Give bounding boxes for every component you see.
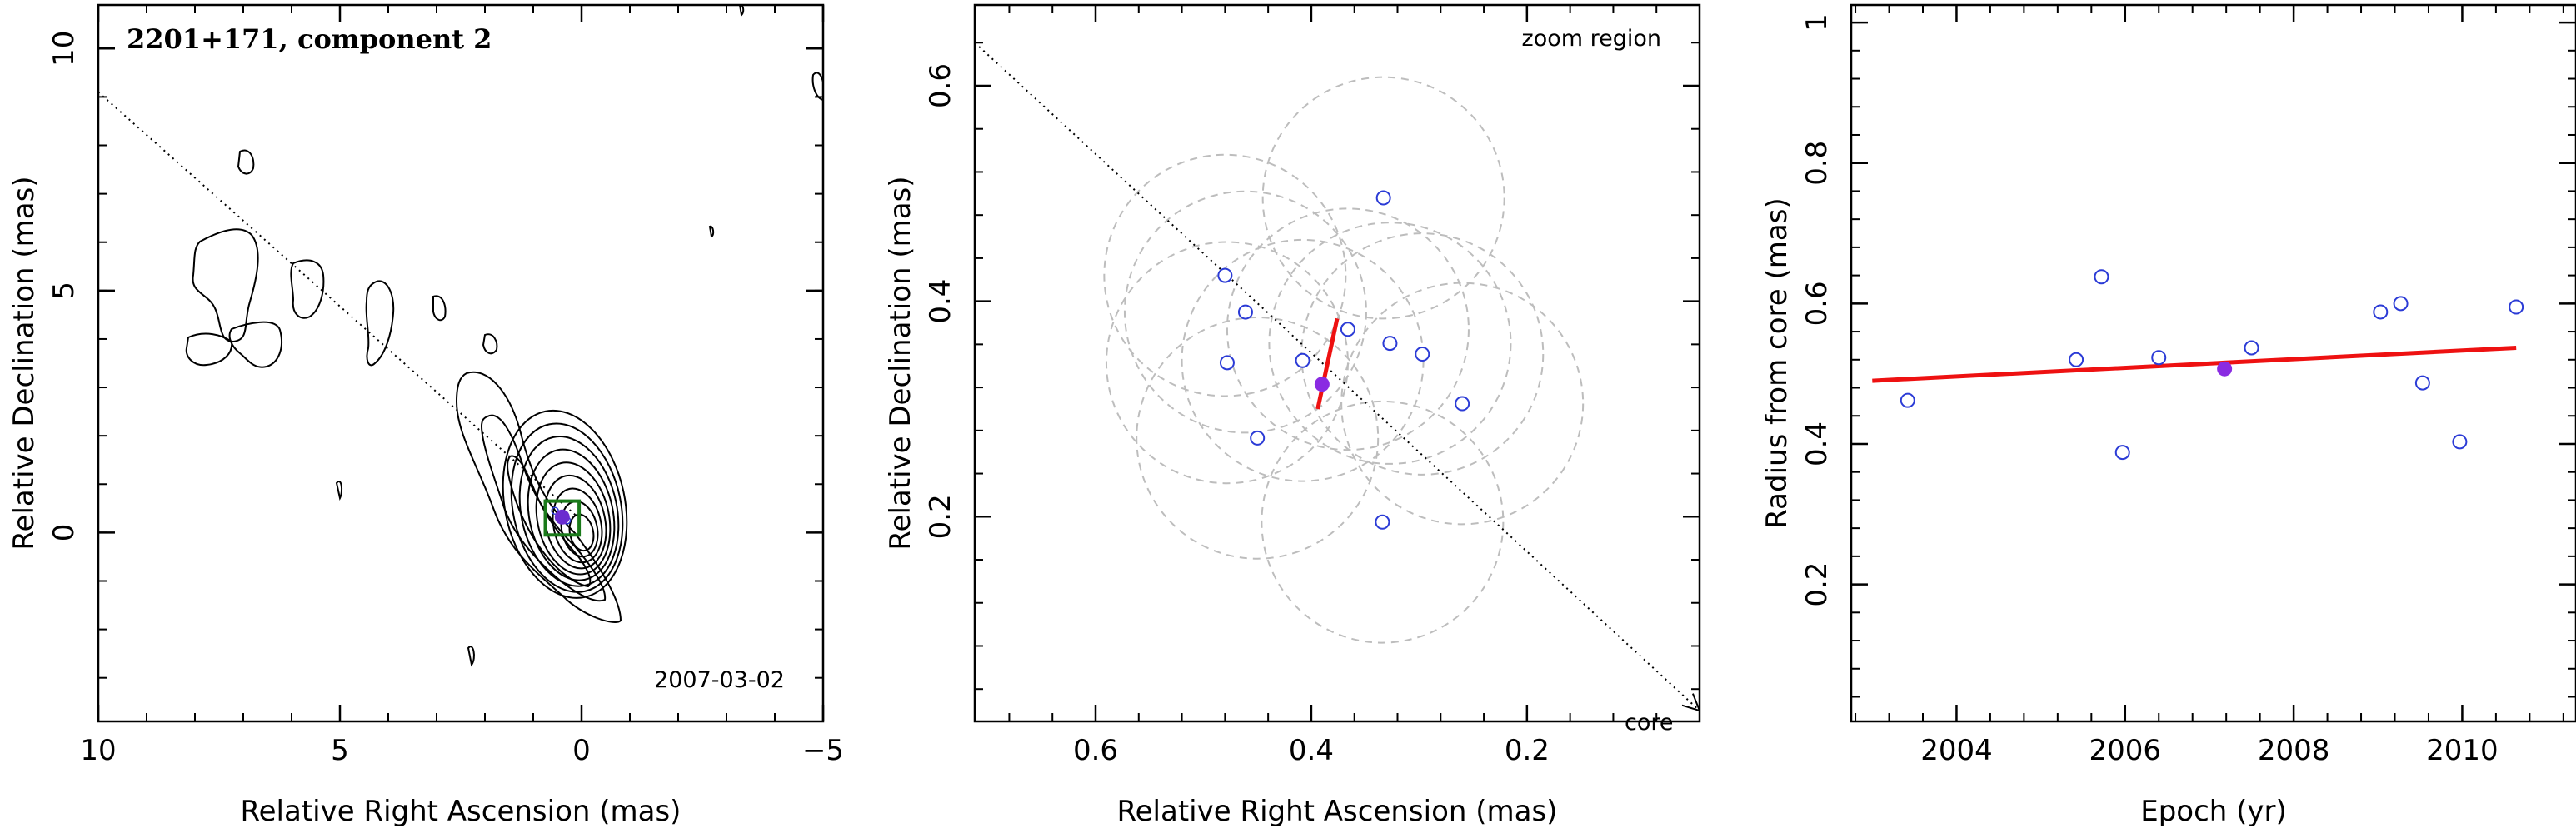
core-contour [535, 461, 612, 576]
y-tick-label: 10 [47, 31, 81, 67]
epoch-point [2414, 375, 2430, 391]
zoom-box [543, 499, 582, 537]
epoch-point [2114, 445, 2130, 461]
x-tick-label: 2008 [2258, 734, 2330, 767]
epoch-point [1217, 267, 1233, 283]
y-tick-label: 0.4 [924, 279, 957, 324]
plot-frame [1850, 3, 2576, 723]
y-tick-label: 0 [47, 524, 81, 542]
uncertainty-circle [1340, 282, 1585, 526]
x-tick-label: 0.4 [1289, 734, 1334, 767]
core-contour [527, 448, 616, 581]
panel-contour-map: 2201+171, component 2 2007-03-02 Relativ… [7, 3, 844, 828]
epoch-point [1219, 355, 1235, 371]
blob-contour [237, 149, 255, 175]
x-tick-label: −5 [802, 734, 844, 767]
outer-contour [455, 371, 622, 623]
epoch-point [2151, 350, 2167, 366]
epoch-point [2069, 352, 2084, 367]
x-axis-label: Epoch (yr) [2140, 795, 2287, 828]
blob-contour [290, 259, 325, 319]
y-tick-label: 5 [47, 282, 81, 300]
error-segment [1315, 317, 1340, 410]
zoom-region-label: zoom region [1522, 26, 1661, 52]
y-tick-label: 0.2 [1800, 562, 1834, 607]
epoch-point [1375, 190, 1391, 206]
x-tick-label: 10 [80, 734, 116, 767]
core-contour [502, 409, 628, 599]
epoch-point [2393, 296, 2409, 312]
y-tick-label: 1 [1800, 13, 1834, 32]
date-label: 2007-03-02 [654, 667, 785, 693]
x-tick-label: 5 [331, 734, 349, 767]
epoch-point [2373, 304, 2389, 320]
epoch-point [2094, 269, 2109, 285]
blob-contour [335, 481, 343, 501]
blob-contour [432, 295, 447, 322]
epoch-point [1295, 352, 1310, 368]
epoch-point [2452, 434, 2468, 450]
panel-zoom-region: zoom region core Relative Right Ascensio… [884, 3, 1701, 828]
blob-contour [738, 5, 745, 17]
blob-contour [185, 332, 233, 367]
epoch-point [1340, 322, 1355, 337]
epoch-point [1237, 304, 1253, 320]
uncertainty-circle [1261, 76, 1505, 320]
blob-contour [192, 228, 259, 343]
epoch-point [1375, 514, 1390, 530]
core-contour [552, 487, 603, 564]
blob-contour [228, 321, 282, 368]
core-label: core [1625, 710, 1673, 736]
core-contour [510, 422, 624, 593]
outer-contour [507, 455, 592, 588]
epoch-point [2244, 340, 2259, 356]
y-tick-label: 0.2 [924, 494, 957, 539]
plot-frame [973, 3, 1701, 723]
uncertainty-circle [1136, 317, 1380, 560]
y-tick-label: 0.6 [1800, 281, 1834, 326]
jet-axis-line [98, 91, 582, 521]
panel-title: 2201+171, component 2 [127, 23, 492, 55]
y-axis-label: Relative Declination (mas) [884, 176, 917, 550]
y-tick-label: 0.8 [1800, 141, 1834, 186]
x-tick-label: 2010 [2426, 734, 2499, 767]
blob-contour [811, 72, 823, 102]
x-tick-label: 0.2 [1505, 734, 1550, 767]
uncertainty-circle [1103, 153, 1347, 397]
x-axis-label: Relative Right Ascension (mas) [1117, 795, 1558, 828]
outer-contour [480, 414, 607, 602]
epoch-point [1415, 347, 1430, 362]
x-tick-label: 2006 [2089, 734, 2162, 767]
component-point [554, 509, 570, 525]
x-tick-label: 0.6 [1073, 734, 1118, 767]
uncertainty-circle [1123, 190, 1367, 434]
plot-frame [97, 3, 825, 723]
uncertainty-circle [1268, 222, 1512, 465]
y-tick-label: 0.4 [1800, 421, 1834, 466]
epoch-point [2509, 299, 2524, 315]
blob-contour [708, 225, 715, 238]
jet-axis-arrowhead [1681, 693, 1700, 712]
mean-point [2217, 361, 2233, 377]
panel-radius-vs-epoch: Epoch (yr) Radius from core (mas) 2004 20… [1760, 3, 2576, 828]
x-axis-label: Relative Right Ascension (mas) [241, 795, 681, 828]
y-tick-label: 0.6 [924, 63, 957, 108]
fit-line [1872, 345, 2517, 383]
uncertainty-circle [1261, 400, 1505, 644]
epoch-point [1250, 430, 1266, 446]
mean-point [1314, 377, 1330, 392]
epoch-point [1382, 336, 1398, 352]
epoch-point [1900, 392, 1915, 408]
blob-contour [365, 280, 395, 367]
y-axis-label: Radius from core (mas) [1760, 197, 1794, 528]
blob-contour [467, 646, 475, 667]
x-tick-label: 0 [572, 734, 591, 767]
jet-axis-line [975, 42, 1700, 711]
blob-contour [482, 333, 498, 355]
epoch-point [1455, 396, 1470, 412]
y-axis-label: Relative Declination (mas) [7, 176, 41, 550]
x-tick-label: 2004 [1920, 734, 1993, 767]
